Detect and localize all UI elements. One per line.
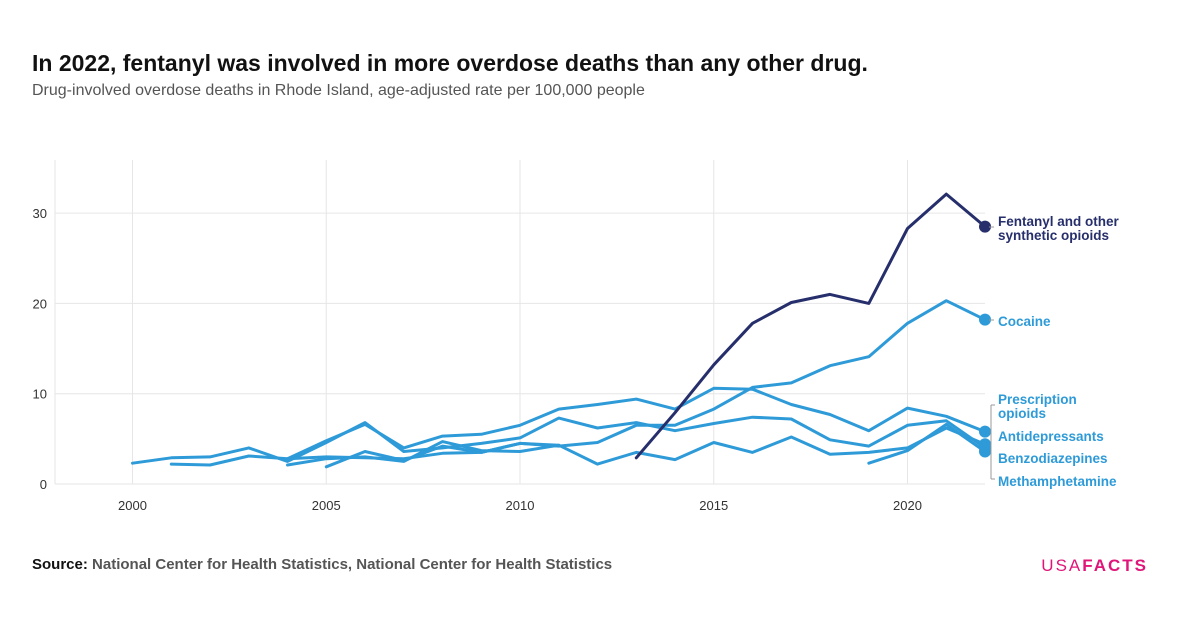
x-tick-label: 2015: [699, 498, 728, 513]
series-label-line: Antidepressants: [998, 429, 1104, 444]
series-line-antidepressants: [169, 299, 987, 467]
chart-title: In 2022, fentanyl was involved in more o…: [32, 50, 868, 76]
series-endpoint-dot: [979, 220, 991, 233]
series-label-methamphetamine: Methamphetamine: [998, 474, 1117, 489]
chart-subtitle: Drug-involved overdose deaths in Rhode I…: [32, 82, 645, 99]
series-line-prescription-opioids: [286, 386, 987, 461]
logo-part-facts: FACTS: [1082, 556, 1148, 575]
series-label-antidepressants: Antidepressants: [998, 429, 1104, 444]
y-tick-label: 30: [33, 206, 47, 221]
x-tick-label: 2010: [506, 498, 535, 513]
label-bracket: [990, 404, 995, 480]
logo-part-usa: USA: [1041, 556, 1083, 575]
series-label-line: opioids: [998, 406, 1046, 421]
source-text: National Center for Health Statistics, N…: [92, 556, 613, 573]
source-note: Source: National Center for Health Stati…: [32, 556, 612, 573]
source-label: Source:: [32, 556, 88, 573]
series-label-benzodiazepines: Benzodiazepines: [998, 451, 1108, 466]
usafacts-logo: USAFACTS: [1041, 556, 1148, 576]
x-tick-label: 2000: [118, 498, 147, 513]
series-label-line: synthetic opioids: [998, 228, 1109, 243]
series-label-cocaine: Cocaine: [998, 314, 1051, 329]
y-tick-label: 10: [33, 387, 47, 402]
series-label-line: Benzodiazepines: [998, 451, 1108, 466]
series-endpoint-dot: [979, 445, 991, 458]
y-tick-label: 20: [33, 296, 47, 311]
series-endpoint-dot: [979, 313, 991, 326]
series-line-methamphetamine: [324, 441, 561, 469]
series-label-line: Fentanyl and other: [998, 214, 1120, 229]
x-tick-label: 2020: [893, 498, 922, 513]
series-label-line: Prescription: [998, 392, 1077, 407]
series-label-line: Methamphetamine: [998, 474, 1117, 489]
y-tick-label: 0: [40, 477, 47, 492]
x-tick-label: 2005: [312, 498, 341, 513]
series-line-fentanyl-and-other-synthetic-opioids: [634, 192, 987, 460]
series-endpoint-dot: [979, 425, 991, 438]
series-label-line: Cocaine: [998, 314, 1051, 329]
series-line-methamphetamine: [867, 422, 987, 465]
